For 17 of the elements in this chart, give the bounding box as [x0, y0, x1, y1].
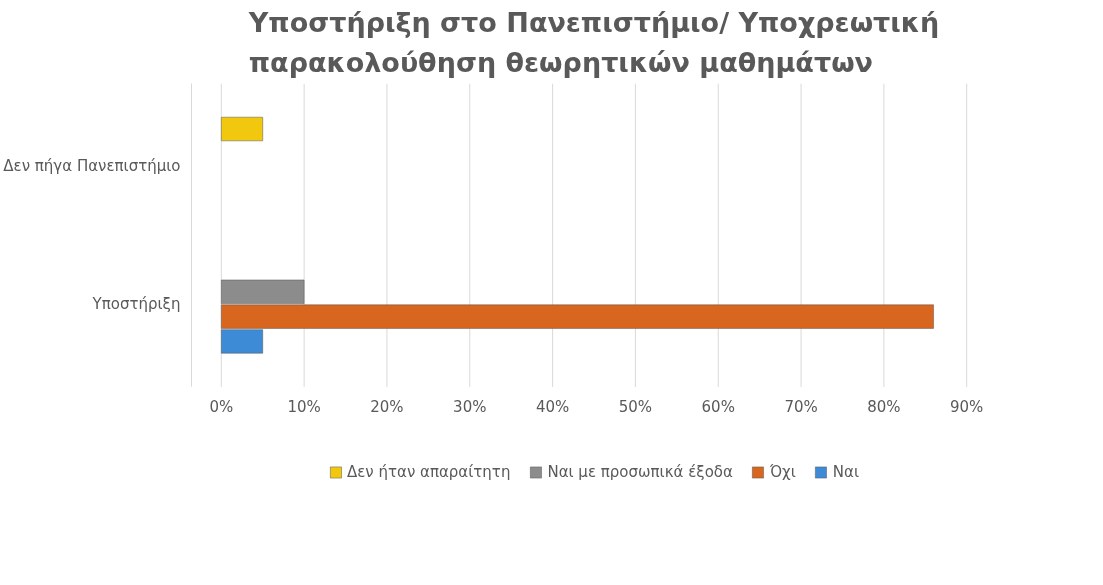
y-tick-label: Υποστήριξη	[91, 295, 181, 314]
legend-label: Ναι	[832, 463, 860, 481]
chart-title: Υποστήριξη στο Πανεπιστήμιο/ Υποχρεωτική παρακολούθηση θεωρητικών μαθημάτων	[247, 7, 940, 79]
legend-label: Όχι	[769, 463, 796, 481]
x-tick-label: 90%	[950, 397, 984, 416]
y-tick-label: Δεν πήγα Πανεπιστήμιο	[3, 157, 181, 176]
x-tick-label: 10%	[287, 397, 321, 416]
x-tick-label: 0%	[209, 397, 234, 416]
x-tick-label: 80%	[867, 397, 901, 416]
x-tick-label: 60%	[701, 397, 735, 416]
x-tick-label: 70%	[784, 397, 818, 416]
x-tick-label: 40%	[535, 397, 570, 416]
x-tick-label: 20%	[370, 397, 404, 416]
legend-label: Ναι με προσωπικά έξοδα	[547, 463, 733, 481]
x-tick-label: 50%	[618, 397, 653, 416]
legend-label: Δεν ήταν απαραίτητη	[346, 463, 511, 481]
x-tick-label: 30%	[453, 397, 487, 416]
